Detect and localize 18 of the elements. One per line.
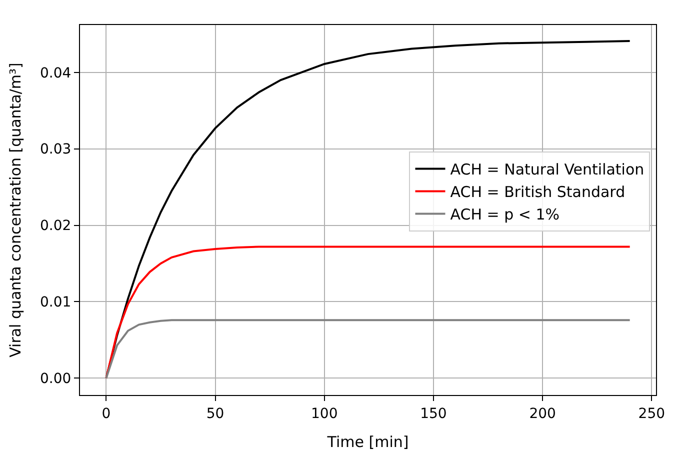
legend-label: ACH = p < 1% [450, 206, 560, 224]
x-tick-label: 100 [310, 406, 338, 422]
y-tick-label: 0.03 [40, 142, 72, 158]
x-tick-label: 200 [529, 406, 556, 422]
x-axis-title: Time [min] [326, 432, 409, 451]
line-series [105, 246, 631, 380]
y-tick-label: 0.01 [40, 294, 72, 311]
legend-label: ACH = Natural Ventilation [450, 160, 644, 179]
line-series [105, 319, 631, 380]
y-tick-label: 0.02 [40, 218, 72, 234]
y-axis-title: Viral quanta concentration [quanta/m³] [6, 62, 24, 358]
legend-label: ACH = British Standard [450, 183, 626, 202]
y-tick-label: 0.00 [40, 371, 72, 388]
x-tick-label: 50 [206, 406, 224, 422]
x-tick-label: 150 [420, 406, 447, 422]
x-tick-label: 0 [102, 406, 111, 422]
y-tick-label: 0.04 [40, 65, 72, 82]
x-tick-label: 250 [638, 406, 666, 422]
